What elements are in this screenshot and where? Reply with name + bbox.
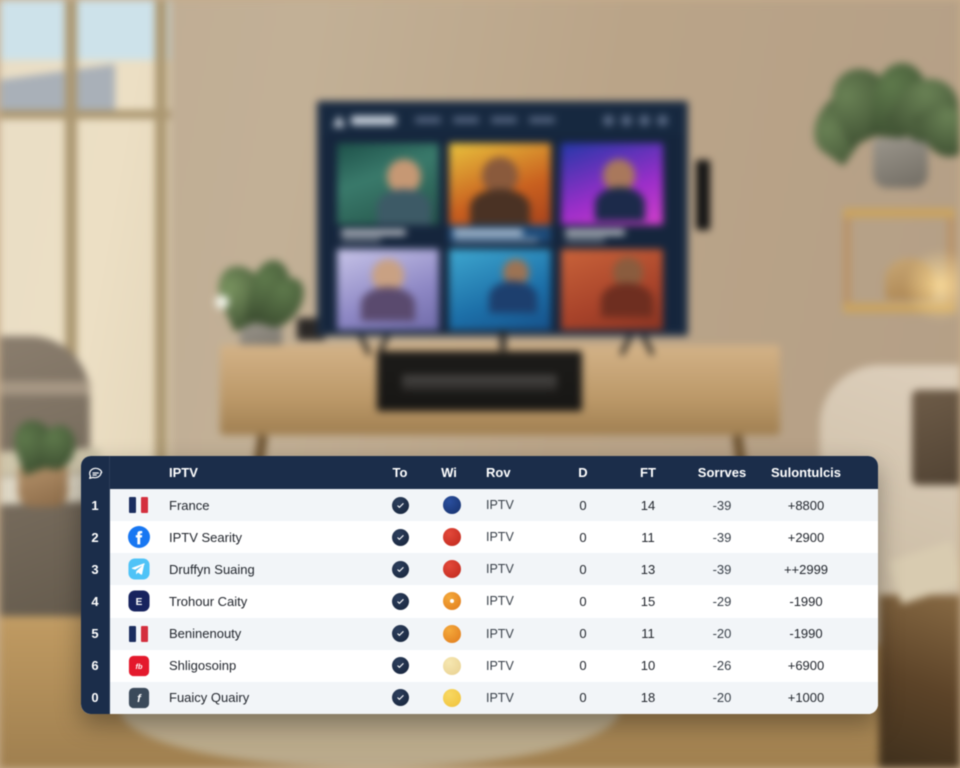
svg-text:E: E <box>136 598 143 609</box>
svg-text:fb: fb <box>136 662 143 671</box>
